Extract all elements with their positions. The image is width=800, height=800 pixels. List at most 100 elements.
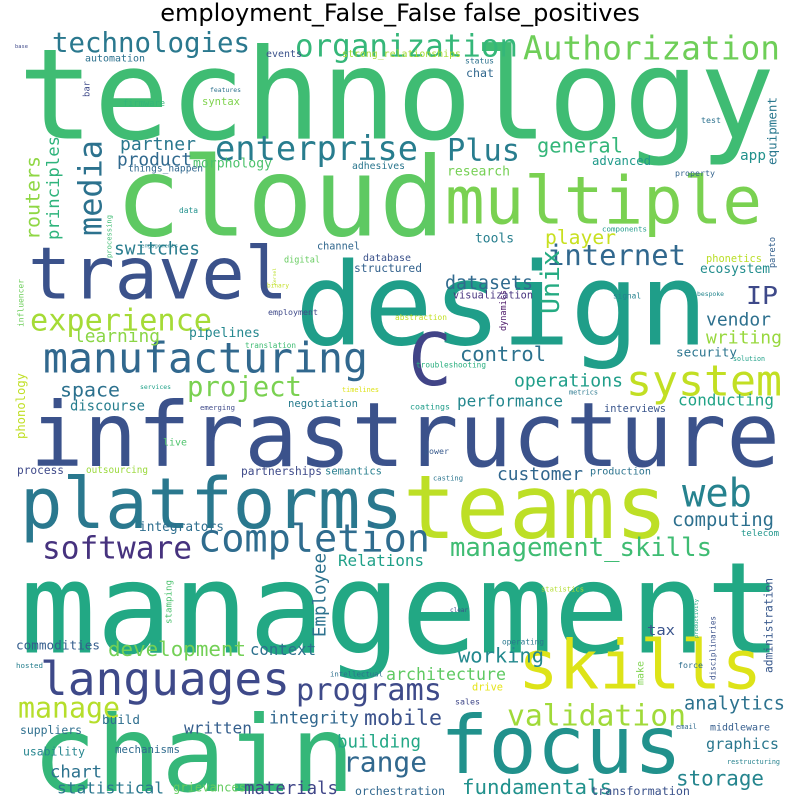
word-usability: usability <box>23 745 85 759</box>
word-experience: experience <box>30 304 212 339</box>
word-research: research <box>447 165 510 180</box>
word-services: services <box>140 383 171 391</box>
word-software: software <box>42 531 192 567</box>
word-management-skills: management_skills <box>450 533 712 563</box>
word-telecom: telecom <box>741 529 779 539</box>
word-abstraction: abstraction <box>395 313 447 322</box>
word-design: design <box>295 239 708 372</box>
word-transformation: transformation <box>591 784 690 798</box>
word-architecture: architecture <box>386 665 506 684</box>
word-coatings: coatings <box>410 402 450 412</box>
word-partnerships: partnerships <box>241 465 322 478</box>
word-automation: automation <box>85 54 145 65</box>
word-metrics: metrics <box>569 389 598 397</box>
word-integrators: integrators <box>139 520 224 535</box>
word-intellectual: intellectual <box>330 670 383 679</box>
word-troubleshooting: troubleshooting <box>416 361 486 370</box>
word-analytics: analytics <box>684 694 785 715</box>
word-written: written <box>184 719 252 738</box>
word-context: context <box>250 640 316 659</box>
word-property: property <box>675 168 715 178</box>
word-phonetics: phonetics <box>706 253 762 265</box>
word-binary: binary <box>267 283 289 290</box>
word-commodities: commodities <box>16 638 100 653</box>
word-manage: manage <box>18 692 120 725</box>
word-technologies: technologies <box>52 28 250 59</box>
word-interviews: interviews <box>604 403 666 415</box>
word-drive: drive <box>472 682 503 694</box>
word-database: database <box>363 253 411 264</box>
word-app: app <box>740 148 766 164</box>
word-strong-relationships: strong_relationships <box>342 49 461 60</box>
word-infrastructure: infrastructure <box>30 383 780 487</box>
word-process: process <box>17 464 64 477</box>
word-platforms: platforms <box>20 462 403 545</box>
word-tax: tax <box>647 623 675 639</box>
word-multiple: multiple <box>445 163 762 240</box>
word-data: data <box>179 206 198 215</box>
word-phonology: phonology <box>14 373 28 439</box>
word-components: components <box>602 225 647 234</box>
word-security: security <box>676 345 737 360</box>
word-datasets: datasets <box>445 273 533 294</box>
word-graphics: graphics <box>706 735 779 753</box>
word-productivity: productivity <box>694 598 700 638</box>
word-make: make <box>636 661 647 685</box>
word-outsourcing: outsourcing <box>86 465 148 476</box>
word-visualization: visualization <box>453 291 533 302</box>
word-operating: operating <box>502 638 544 647</box>
word-adhesives: adhesives <box>352 161 405 172</box>
word-pipelines: pipelines <box>189 326 260 341</box>
word-computing: computing <box>672 510 774 531</box>
word-digital: digital <box>284 256 320 266</box>
word-range: range <box>343 746 427 779</box>
word-orchestration: orchestration <box>355 784 445 798</box>
word-internet: internet <box>547 238 686 272</box>
word-casting: casting <box>433 474 463 483</box>
word-skills: skills <box>518 626 762 705</box>
word-tools: tools <box>475 232 514 247</box>
word-production: production <box>590 467 651 478</box>
word-partner: partner <box>120 134 196 155</box>
word-syntax: syntax <box>202 96 240 108</box>
word-processing: processing <box>105 215 114 258</box>
word-integrity: integrity <box>269 709 359 728</box>
word-employment: employment <box>268 307 318 317</box>
word-c: C <box>408 319 452 403</box>
word-restructuring: restructuring <box>727 758 780 766</box>
word-cloud: cloud <box>115 134 445 262</box>
word-sales: sales <box>455 697 480 707</box>
word-principles: principles <box>44 136 64 240</box>
word-discourse: discourse <box>70 399 145 415</box>
word-manufacturing: manufacturing <box>43 334 368 383</box>
word-statistical: statistical <box>57 779 164 798</box>
word-development: development <box>108 637 246 661</box>
word-chat: chat <box>466 66 494 80</box>
word-relations: Relations <box>338 551 424 570</box>
word-media: media <box>72 140 110 236</box>
word-equipment: equipment <box>765 97 780 165</box>
word-status: status <box>465 57 494 66</box>
word-focus: focus <box>440 698 682 792</box>
word-unix: Unix <box>536 250 566 314</box>
word-morphology: morphology <box>193 157 272 172</box>
word-general: general <box>537 134 623 158</box>
word-force: force <box>678 660 703 670</box>
word-enterprise: enterprise <box>215 129 418 168</box>
word-translation: translation <box>245 341 296 350</box>
word-space: space <box>60 379 120 402</box>
word-base: base <box>15 44 28 50</box>
word-organization: organization <box>295 29 518 65</box>
word-plus: Plus <box>447 134 520 169</box>
word-power: power <box>424 446 449 456</box>
word-web: web <box>682 472 752 517</box>
word-teams: teams <box>403 456 668 559</box>
word-validation: validation <box>507 699 686 734</box>
word-grievances: grievances <box>173 781 246 795</box>
word-operations: operations <box>514 371 623 392</box>
word-ecosystem: ecosystem <box>700 262 770 277</box>
word-technology: technology <box>18 22 775 169</box>
word-ip: IP <box>746 281 778 310</box>
word-storage: storage <box>676 767 764 791</box>
word-performance: performance <box>457 392 563 411</box>
